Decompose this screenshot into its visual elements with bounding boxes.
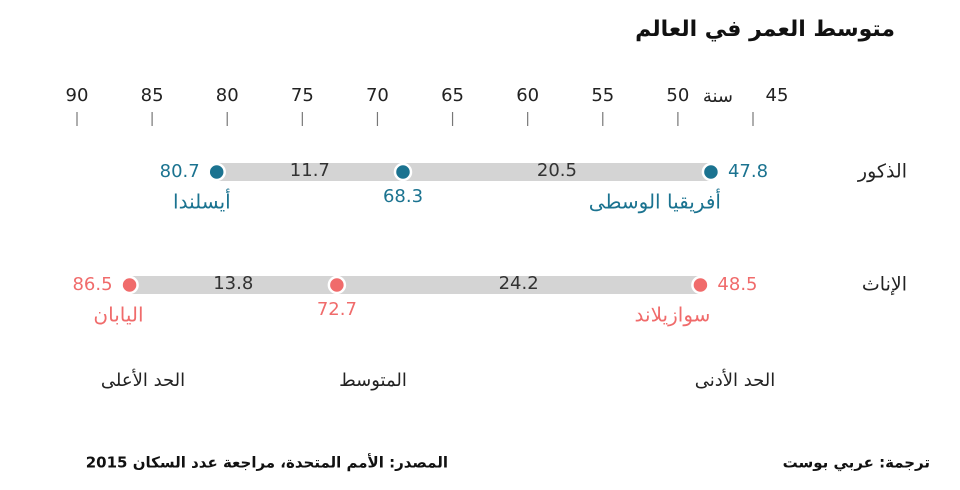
chart-title: متوسط العمر في العالم [635, 17, 895, 42]
x-tick-label: 45 [766, 85, 789, 106]
dot [207, 162, 226, 182]
credit: ترجمة: عربي بوست [783, 454, 930, 472]
x-tick-label: 80 [216, 85, 239, 106]
x-tick-label: 90 [66, 85, 89, 106]
row-label: الذكور [857, 161, 907, 183]
x-tick-label: 55 [591, 85, 614, 106]
value-label: 72.7 [317, 299, 357, 320]
row-label: الإناث [862, 274, 907, 296]
value-label: 47.8 [728, 161, 768, 182]
source: المصدر: الأمم المتحدة، مراجعة عدد السكان… [86, 454, 448, 472]
position-label: الحد الأعلى [101, 369, 185, 391]
difference-label: 11.7 [290, 160, 330, 181]
x-unit: سنة [703, 86, 733, 107]
x-tick-label: 85 [141, 85, 164, 106]
value-label: 86.5 [72, 274, 112, 295]
difference-label: 24.2 [499, 273, 539, 294]
dot [691, 275, 710, 295]
difference-label: 13.8 [213, 273, 253, 294]
country-label: أفريقيا الوسطى [589, 189, 721, 214]
value-label: 80.7 [160, 161, 200, 182]
country-label: أيسلندا [173, 189, 231, 214]
dot [701, 162, 721, 182]
value-label: 48.5 [717, 274, 757, 295]
value-label: 68.3 [383, 186, 423, 207]
country-label: اليابان [93, 303, 143, 327]
x-tick-label: 75 [291, 85, 314, 106]
x-tick-label: 65 [441, 85, 464, 106]
position-label: الحد الأدنى [695, 369, 776, 391]
position-label: المتوسط [339, 370, 407, 391]
difference-label: 20.5 [537, 160, 577, 181]
country-label: سوازيلاند [635, 303, 711, 327]
x-tick-label: 60 [516, 85, 539, 106]
dot [393, 162, 413, 182]
x-tick-label: 50 [666, 85, 689, 106]
dot [327, 275, 347, 295]
dot [120, 275, 139, 295]
x-tick-label: 70 [366, 85, 389, 106]
